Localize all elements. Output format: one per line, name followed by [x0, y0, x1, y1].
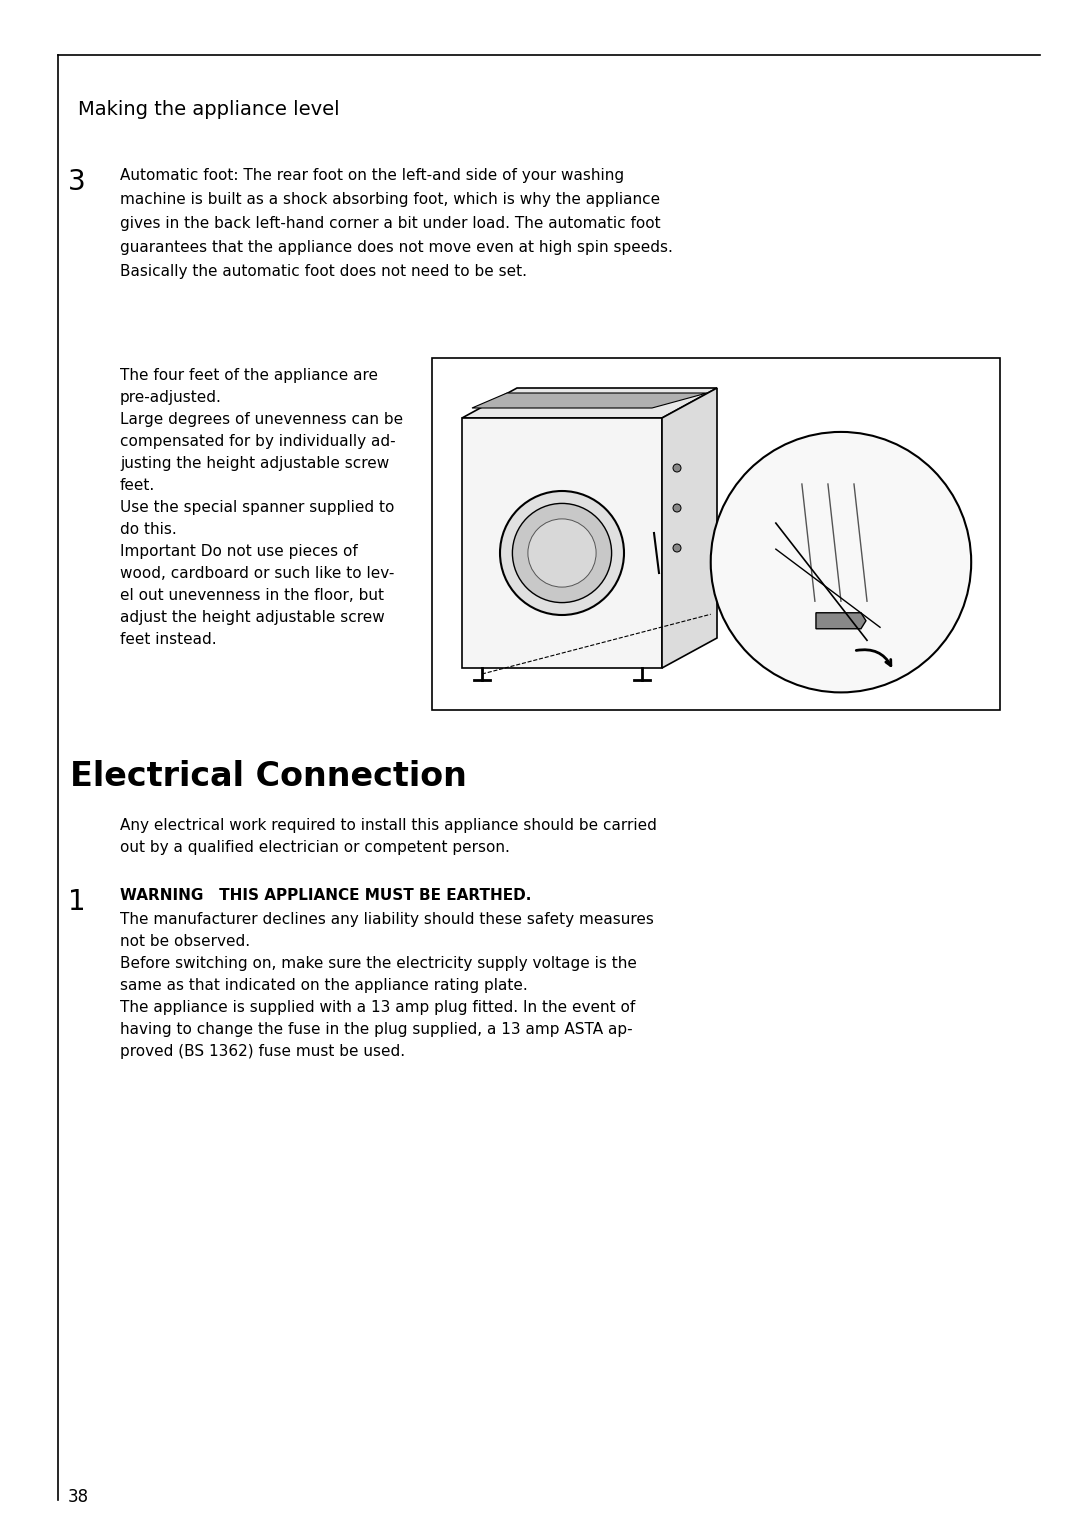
- Text: adjust the height adjustable screw: adjust the height adjustable screw: [120, 610, 384, 625]
- Circle shape: [512, 503, 611, 602]
- Circle shape: [673, 544, 681, 552]
- Text: compensated for by individually ad-: compensated for by individually ad-: [120, 434, 395, 450]
- Text: machine is built as a shock abso​rbing foot, which is why the appliance: machine is built as a shock abso​rbing f…: [120, 193, 660, 206]
- Polygon shape: [462, 388, 717, 417]
- Polygon shape: [462, 417, 662, 668]
- Text: out by a qualified electrician or competent person.: out by a qualified electrician or compet…: [120, 839, 510, 855]
- Text: do this.: do this.: [120, 521, 177, 537]
- Text: guarantees that the appliance does​ not​ move even at high spin speeds.: guarantees that the appliance does​ not​…: [120, 240, 673, 255]
- Text: having to change the fuse in the plug supplied, a 13 amp ASTA ap-: having to change the fuse in the plug su…: [120, 1021, 633, 1037]
- Text: WARNING   THIS APPLIANCE MUST BE EARTHED.: WARNING THIS APPLIANCE MUST BE EARTHED.: [120, 888, 531, 904]
- Text: 3: 3: [68, 168, 85, 196]
- Polygon shape: [472, 393, 707, 408]
- Text: 1: 1: [68, 888, 85, 916]
- Text: The manufacturer declines any liability should these safety measures: The manufacturer declines any liability …: [120, 911, 653, 927]
- Text: wood, cardboard or such like to lev-: wood, cardboard or such like to lev-: [120, 566, 394, 581]
- Polygon shape: [662, 388, 717, 668]
- Text: 38: 38: [68, 1488, 90, 1506]
- Circle shape: [673, 463, 681, 472]
- Text: same as that indicated on the appliance rating plate.: same as that indicated on the appliance …: [120, 979, 528, 992]
- Text: feet.: feet.: [120, 479, 156, 492]
- Text: Basically the automatic foot does not need to be set.: Basically the automatic foot does not ne…: [120, 265, 527, 278]
- Text: Important Do not use pieces of: Important Do not use pieces of: [120, 544, 357, 560]
- Bar: [432, 358, 1000, 709]
- Text: Electrical Connection: Electrical Connection: [70, 760, 467, 794]
- Text: justing the height adjustable screw: justing the height adjustable screw: [120, 456, 389, 471]
- Text: el out unevenness in the floor, but: el out unevenness in the floor, but: [120, 589, 384, 602]
- Text: Before switching on, make sure the electricity supply voltage is the: Before switching on, make sure the elect…: [120, 956, 637, 971]
- Circle shape: [711, 431, 971, 693]
- Text: Any electrical work required to install this appliance should be carried: Any electrical work required to install …: [120, 818, 657, 833]
- Text: The four feet of the appliance are: The four feet of the appliance are: [120, 368, 378, 382]
- Text: not be observed.: not be observed.: [120, 934, 251, 950]
- Text: The appliance is supplied with a 13 amp plug fitted. In the event of: The appliance is supplied with a 13 amp …: [120, 1000, 635, 1015]
- Text: Automatic foot: The rear foot on the left-​and side of your washing: Automatic foot: The rear foot on the lef…: [120, 168, 624, 183]
- Text: Making the appliance level: Making the appliance level: [78, 99, 339, 119]
- Circle shape: [528, 518, 596, 587]
- Polygon shape: [816, 613, 866, 628]
- Text: pre-adjusted.: pre-adjusted.: [120, 390, 221, 405]
- Text: proved (BS 1362) fuse must be used.: proved (BS 1362) fuse must be used.: [120, 1044, 405, 1060]
- Text: Use the special spanner supplied to: Use the special spanner supplied to: [120, 500, 394, 515]
- Text: Large degrees of unevenness can be: Large degrees of unevenness can be: [120, 411, 403, 427]
- Text: feet instead.: feet instead.: [120, 631, 217, 647]
- Text: gives in the back left-hand corner ​a bit under load. The automatic foot: gives in the back left-hand corner ​a bi…: [120, 216, 661, 231]
- Circle shape: [500, 491, 624, 615]
- Circle shape: [673, 505, 681, 512]
